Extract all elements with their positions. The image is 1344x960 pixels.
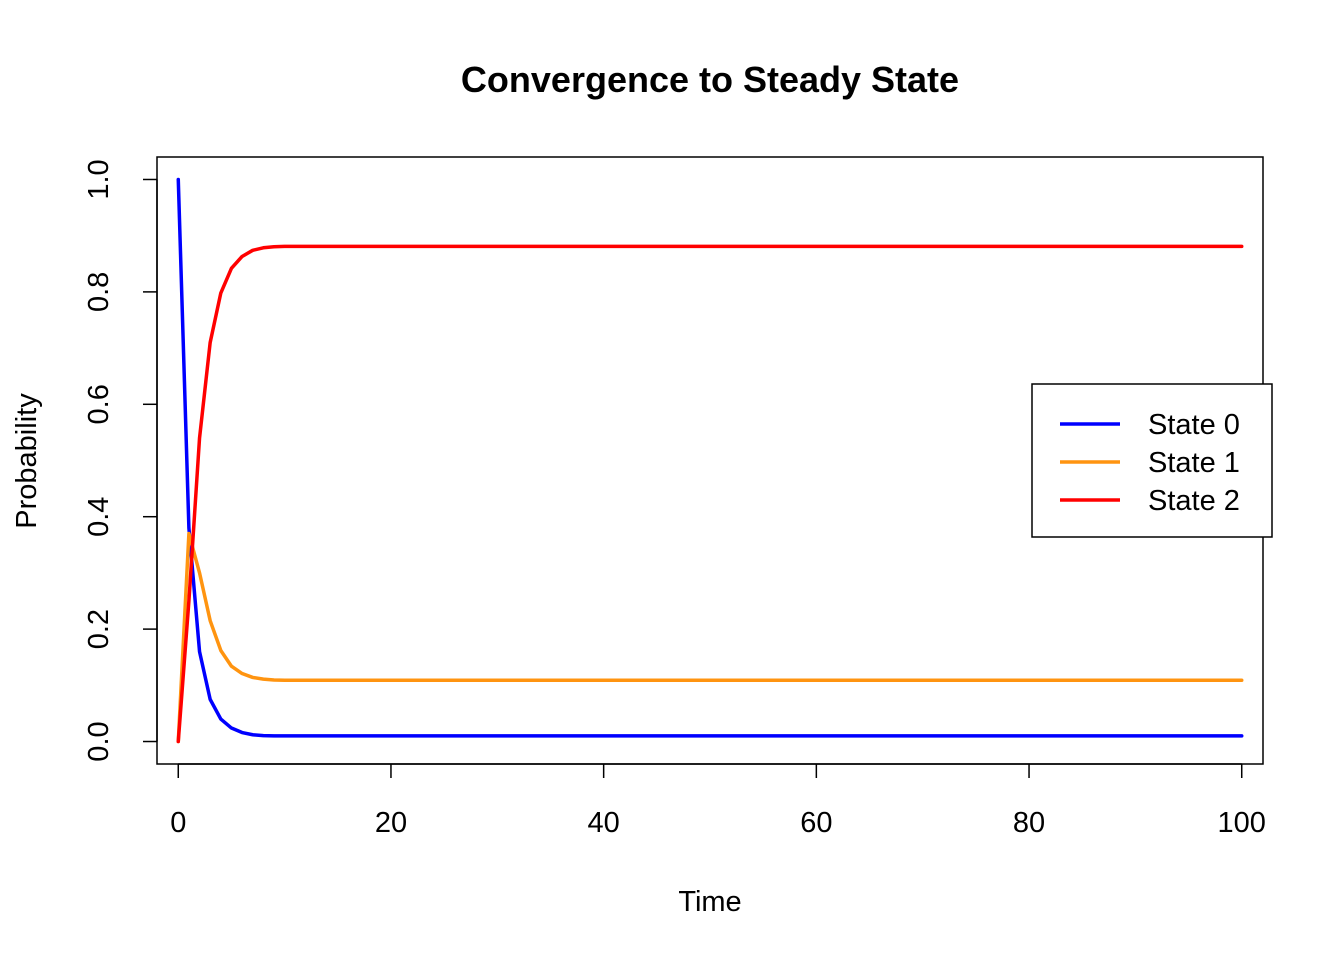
x-tick-label: 20	[375, 807, 407, 839]
y-tick-label: 1.0	[83, 159, 115, 199]
legend-label: State 0	[1148, 409, 1240, 441]
y-tick-label: 0.8	[83, 272, 115, 312]
y-axis: 0.0 0.2 0.4 0.6 0.8 1.0	[83, 159, 158, 762]
legend-label: State 2	[1148, 485, 1240, 517]
y-tick-label: 0.6	[83, 384, 115, 424]
x-axis: 0 20 40 60 80 100	[170, 763, 1266, 839]
y-tick-label: 0.4	[83, 497, 115, 537]
x-tick-label: 100	[1218, 807, 1266, 839]
x-tick-label: 40	[588, 807, 620, 839]
y-axis-label: Probability	[11, 393, 43, 529]
series-group	[176, 177, 1244, 744]
legend-label: State 1	[1148, 447, 1240, 479]
x-tick-label: 60	[800, 807, 832, 839]
series-line-state-1	[176, 531, 1244, 744]
x-tick-label: 0	[170, 807, 186, 839]
legend: State 0 State 1 State 2	[1031, 383, 1273, 538]
series-line-state-0	[176, 177, 1244, 738]
y-tick-label: 0.0	[83, 721, 115, 761]
chart-title: Convergence to Steady State	[461, 59, 959, 100]
x-axis-label: Time	[678, 886, 741, 918]
y-tick-label: 0.2	[83, 609, 115, 649]
series-line-state-2	[176, 244, 1244, 744]
x-tick-label: 80	[1013, 807, 1045, 839]
